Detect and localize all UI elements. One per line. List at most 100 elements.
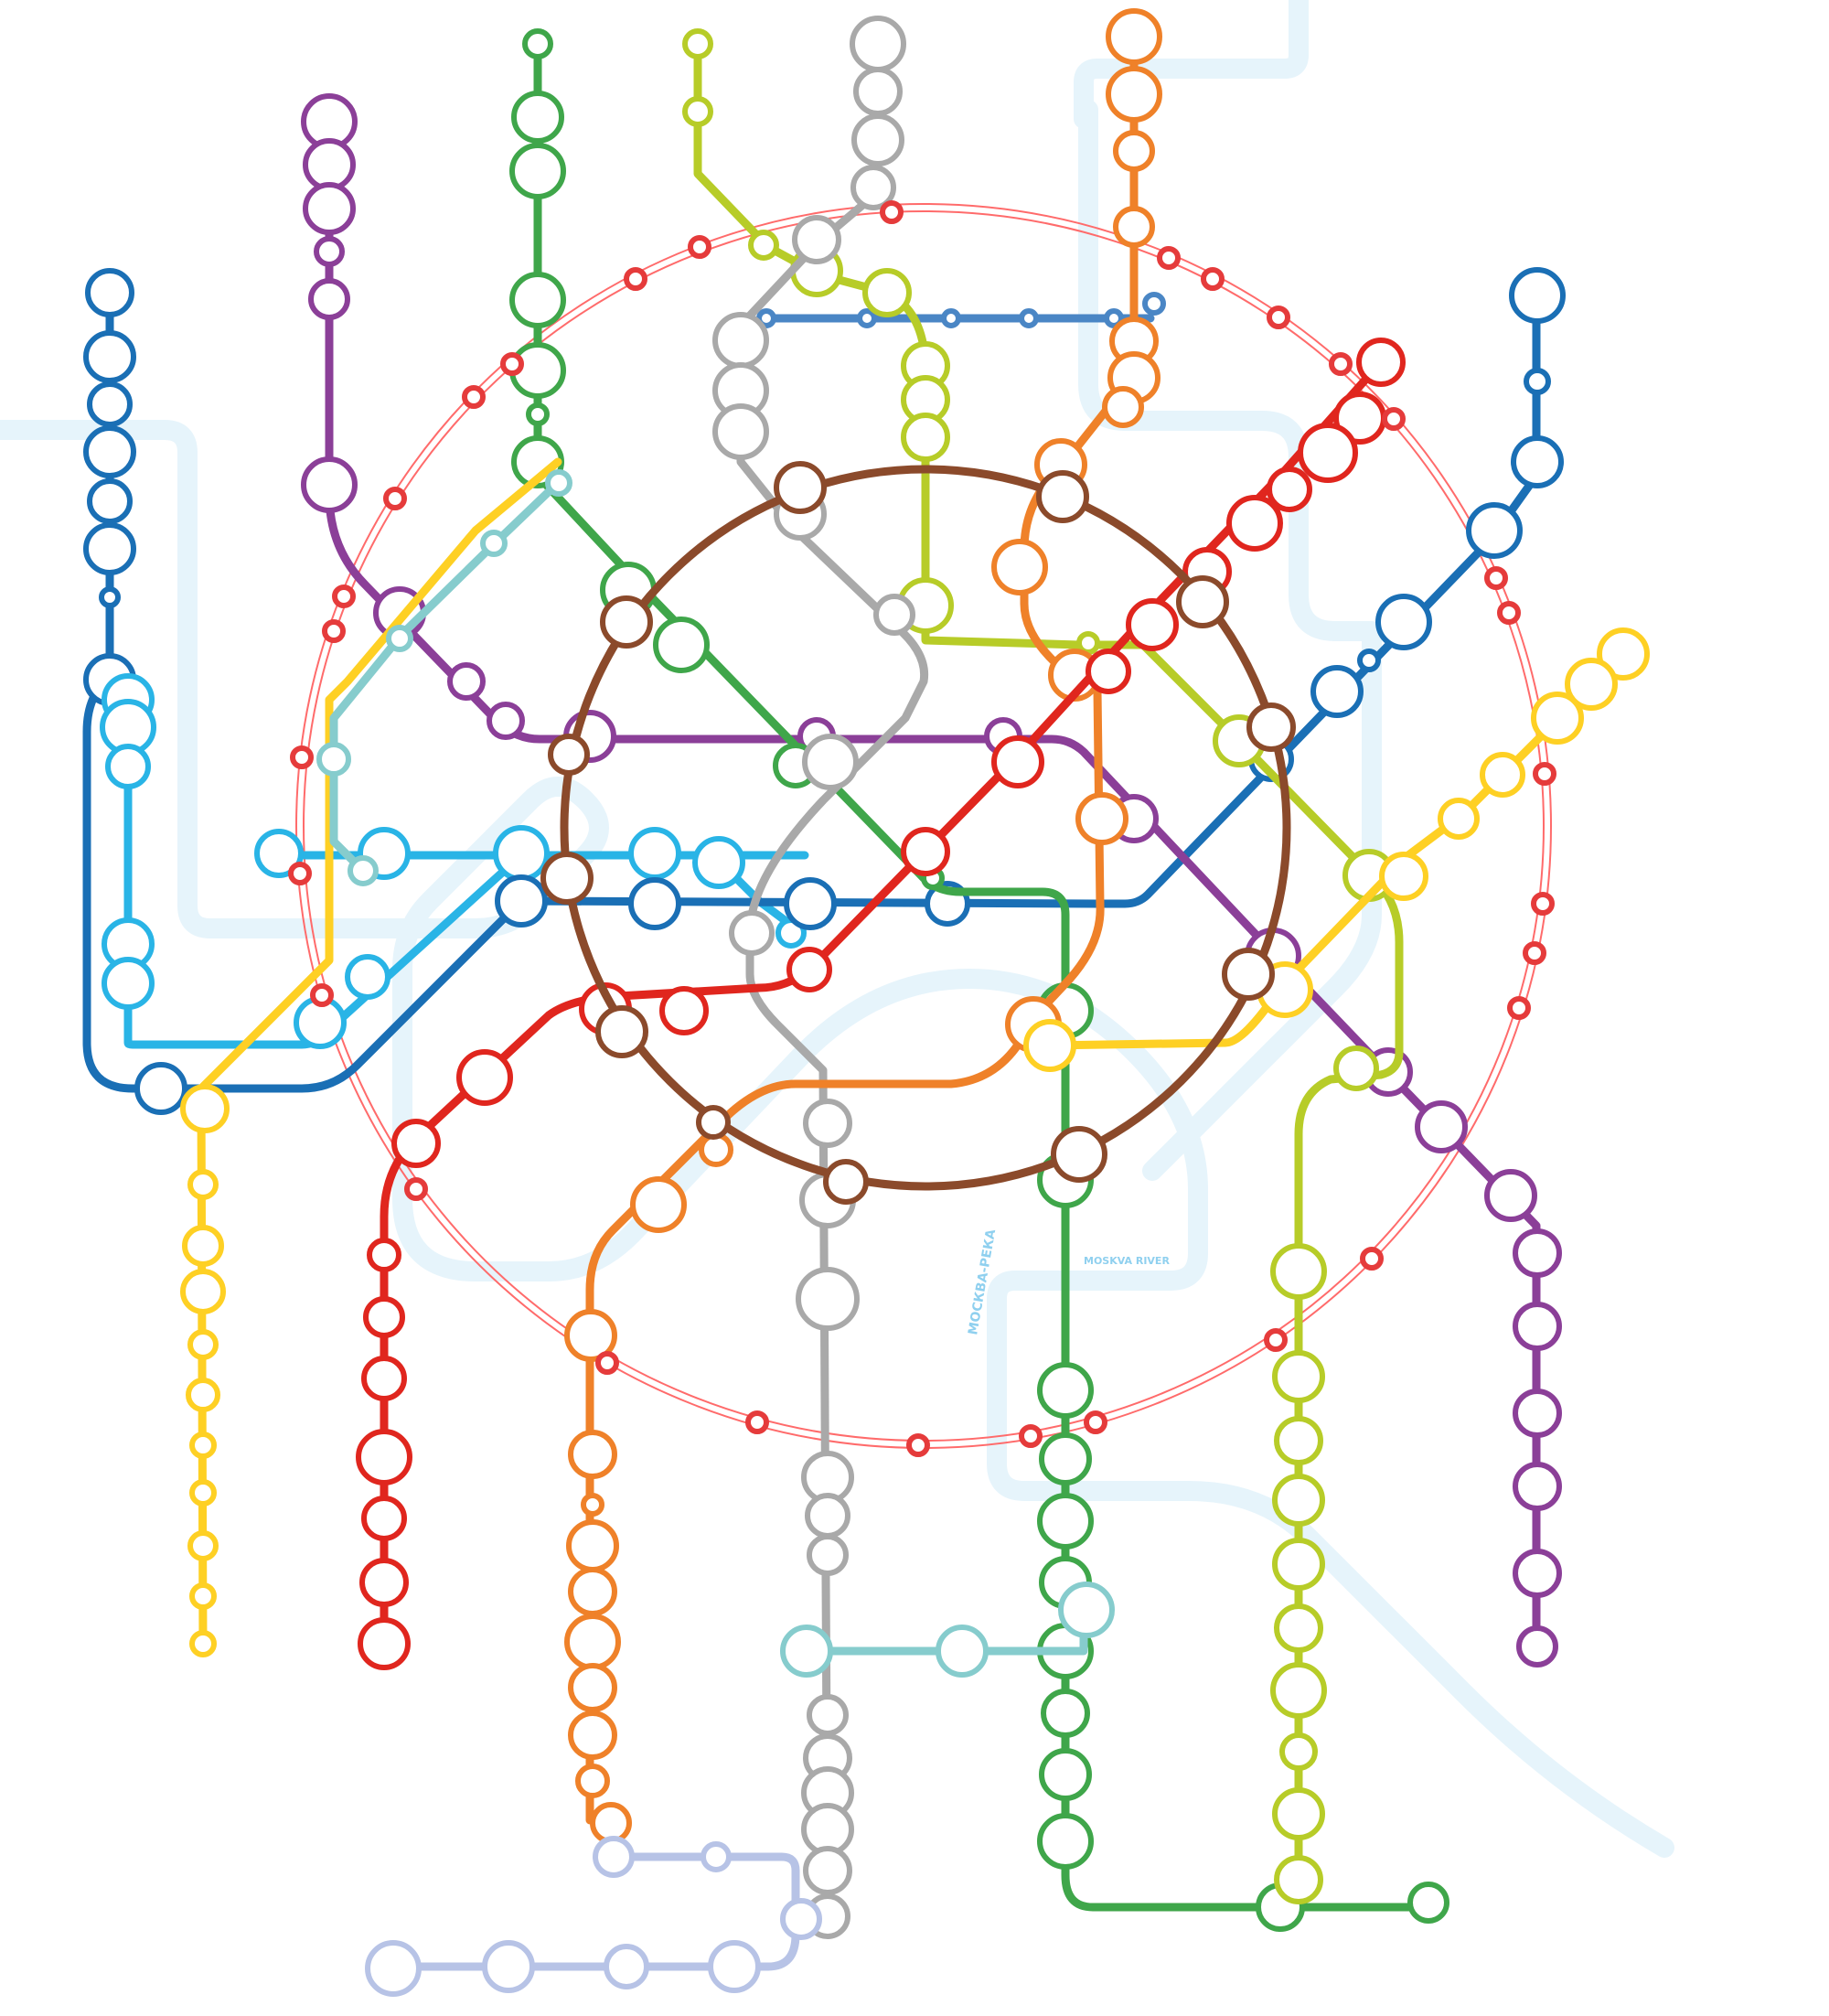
station[interactable] [1113,206,1155,248]
station[interactable] [784,877,837,930]
station[interactable] [522,28,553,59]
station[interactable] [456,1049,513,1106]
station[interactable] [180,1269,226,1314]
station[interactable] [575,1764,610,1798]
station[interactable] [87,381,133,427]
station[interactable] [447,662,486,701]
station[interactable] [363,1296,405,1338]
station[interactable] [1565,658,1618,711]
station[interactable] [1086,649,1131,694]
station[interactable] [1075,792,1128,845]
station[interactable] [696,1105,731,1140]
station[interactable] [1533,762,1556,786]
station[interactable] [187,1530,219,1561]
station[interactable] [1104,308,1124,328]
station[interactable] [653,617,710,673]
station[interactable] [310,983,334,1007]
station[interactable] [807,1694,849,1736]
station[interactable] [186,1378,220,1412]
station[interactable] [699,1132,733,1167]
station[interactable] [712,403,769,460]
station[interactable] [332,584,356,608]
station[interactable] [1513,1302,1562,1351]
station[interactable] [314,236,345,267]
station[interactable] [1438,798,1480,840]
station[interactable] [853,67,903,116]
station[interactable] [1126,598,1179,651]
station[interactable] [1272,1538,1325,1591]
station[interactable] [786,947,832,992]
station[interactable] [1246,702,1296,752]
station[interactable] [1484,566,1508,590]
station[interactable] [1076,631,1100,655]
station[interactable] [1037,1362,1094,1419]
station[interactable] [901,413,950,462]
station[interactable] [936,1625,989,1678]
station[interactable] [303,138,356,191]
station[interactable] [780,1625,833,1678]
station[interactable] [509,143,566,199]
station[interactable] [1357,649,1381,672]
station[interactable] [604,1944,649,1989]
station[interactable] [1310,665,1364,718]
station[interactable] [482,1940,535,1993]
station[interactable] [1019,1424,1043,1448]
station[interactable] [83,522,136,575]
station[interactable] [595,1005,648,1058]
station[interactable] [1509,267,1566,324]
station[interactable] [1523,941,1546,965]
station[interactable] [568,1430,617,1479]
station[interactable] [807,1534,849,1576]
station[interactable] [1267,466,1312,512]
station[interactable] [1407,1882,1449,1924]
station[interactable] [941,308,961,328]
station[interactable] [600,595,653,649]
station[interactable] [1274,1416,1323,1465]
station[interactable] [1531,892,1555,916]
station[interactable] [748,230,779,261]
station[interactable] [1270,1243,1327,1300]
station[interactable] [873,594,915,636]
station[interactable] [487,702,525,740]
station[interactable] [189,1630,217,1657]
station[interactable] [348,855,379,886]
station[interactable] [1279,1732,1318,1771]
station[interactable] [1272,1787,1325,1840]
station[interactable] [391,1119,441,1168]
station[interactable] [1039,1748,1092,1801]
station[interactable] [1142,292,1166,316]
station[interactable] [540,852,594,905]
station[interactable] [659,986,709,1035]
station[interactable] [361,1356,407,1401]
station[interactable] [568,1567,617,1616]
station[interactable] [1041,1689,1090,1738]
station[interactable] [628,877,681,930]
station[interactable] [1513,1462,1562,1511]
station[interactable] [581,1493,604,1517]
station[interactable] [322,619,346,643]
station[interactable] [1516,1625,1558,1667]
station[interactable] [1222,948,1275,1001]
station[interactable] [1226,495,1283,552]
station[interactable] [780,1898,822,1940]
station[interactable] [850,16,906,72]
station[interactable] [1511,435,1564,488]
station[interactable] [1201,267,1225,291]
station[interactable] [545,469,572,497]
station[interactable] [254,829,304,878]
station[interactable] [1356,338,1406,387]
station[interactable] [1157,246,1181,270]
station[interactable] [991,539,1048,595]
station[interactable] [880,200,904,224]
station[interactable] [792,215,841,264]
station[interactable] [1513,1228,1562,1278]
station[interactable] [805,1493,850,1539]
station[interactable] [1019,308,1039,328]
station[interactable] [1264,1328,1288,1352]
station[interactable] [189,1582,217,1610]
station[interactable] [365,1940,422,1997]
station[interactable] [566,1519,619,1572]
station[interactable] [85,268,134,317]
station[interactable] [564,1614,621,1670]
station[interactable] [345,954,390,1000]
